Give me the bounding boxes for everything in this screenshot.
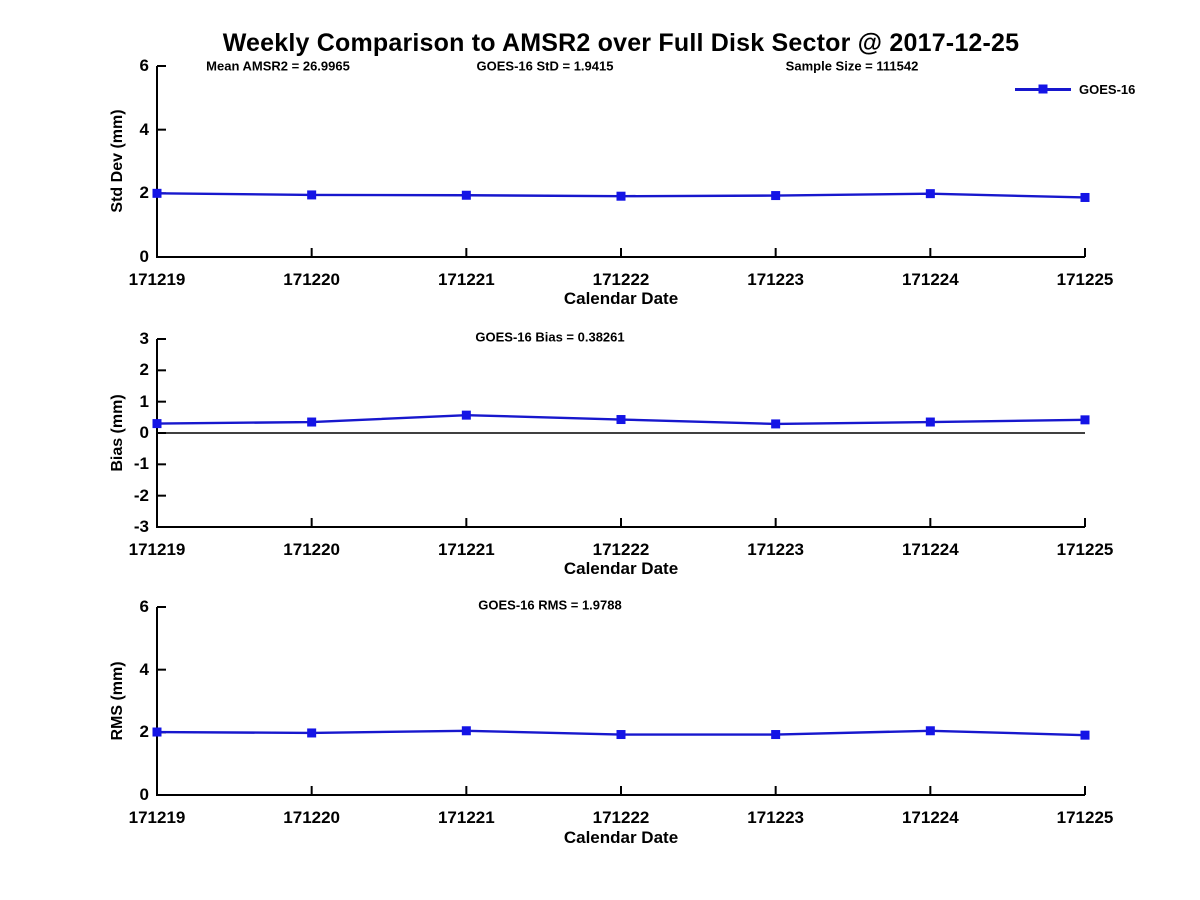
legend-line-sample [1015, 84, 1071, 94]
std-dev-y-tick-label: 0 [139, 247, 149, 266]
rms-axes-spines [156, 607, 1085, 796]
std-dev-data-point-marker [152, 188, 162, 198]
bias-data-point-marker [925, 417, 935, 427]
annotation-mean-amsr2: Mean AMSR2 = 26.9965 [206, 58, 350, 74]
bias-data-point-marker [152, 419, 162, 429]
bias-y-tick-label: -3 [133, 517, 149, 536]
rms-y-tick-label: 6 [139, 597, 149, 616]
bias-data-point-marker [307, 417, 317, 427]
bias-data-point-marker [616, 415, 626, 425]
bias-x-tick-label: 171222 [592, 540, 650, 559]
std-dev-data-point-marker [771, 191, 781, 201]
y-axis-label-rms: RMS (mm) [109, 661, 126, 741]
legend: GOES-16 [1015, 81, 1135, 97]
std-dev-data-point-marker [925, 189, 935, 199]
legend-label: GOES-16 [1079, 81, 1136, 97]
std-dev-x-tick-label: 171219 [128, 270, 186, 289]
x-axis-label-bias: Calendar Date [563, 559, 679, 578]
std-dev-data-point-marker [307, 190, 317, 200]
bias-x-tick-label: 171220 [283, 540, 341, 559]
std-dev-x-tick-label: 171224 [901, 270, 959, 289]
rms-data-point-marker [616, 730, 626, 740]
std-dev-data-point-marker [461, 190, 471, 200]
std-dev-y-tick-label: 4 [139, 119, 149, 139]
rms-x-tick-label: 171220 [283, 808, 341, 827]
annotation-goes16-bias: GOES-16 Bias = 0.38261 [475, 329, 625, 345]
rms-x-tick-label: 171221 [437, 808, 495, 827]
bias-y-tick-label: 2 [139, 360, 149, 380]
annotation-sample-size: Sample Size = 111542 [785, 58, 919, 74]
bias-data-point-marker [771, 419, 781, 429]
bias-x-tick-label: 171225 [1056, 540, 1114, 559]
std-dev-data-point-marker [616, 191, 626, 201]
std-dev-y-tick-label: 2 [139, 183, 149, 203]
rms-x-tick-label: 171223 [747, 808, 805, 827]
annotation-goes16-rms: GOES-16 RMS = 1.9788 [478, 597, 622, 613]
std-dev-x-tick-label: 171220 [283, 270, 341, 289]
bias-x-tick-label: 171219 [128, 540, 186, 559]
rms-data-point-marker [461, 726, 471, 736]
rms-y-tick-label: 2 [139, 722, 149, 742]
std-dev-x-tick-label: 171222 [592, 270, 650, 289]
figure-title: Weekly Comparison to AMSR2 over Full Dis… [222, 29, 1020, 57]
std-dev-data-point-marker [1080, 192, 1090, 202]
x-axis-label-rms: Calendar Date [563, 828, 679, 847]
rms-x-tick-label: 171219 [128, 808, 186, 827]
bias-x-tick-label: 171224 [901, 540, 959, 559]
rms-data-point-marker [771, 730, 781, 740]
rms-x-tick-label: 171224 [901, 808, 959, 827]
bias-data-point-marker [461, 410, 471, 420]
annotation-goes16-std: GOES-16 StD = 1.9415 [476, 58, 614, 74]
rms-y-tick-label: 4 [139, 659, 149, 679]
rms-x-tick-label: 171222 [592, 808, 650, 827]
bias-y-tick-label: -1 [133, 454, 149, 474]
legend-square-marker-icon [1038, 84, 1048, 94]
std-dev-x-tick-label: 171223 [747, 270, 805, 289]
rms-data-point-marker [307, 728, 317, 738]
rms-x-tick-label: 171225 [1056, 808, 1114, 827]
bias-x-tick-label: 171221 [437, 540, 495, 559]
rms-data-point-marker [1080, 730, 1090, 740]
bias-y-tick-label: 1 [139, 391, 149, 411]
rms-y-tick-label: 0 [139, 785, 149, 804]
y-axis-label-bias: Bias (mm) [109, 394, 126, 472]
rms-data-point-marker [925, 726, 935, 736]
bias-y-tick-label: 0 [139, 423, 149, 442]
y-axis-label-std-dev: Std Dev (mm) [109, 109, 126, 213]
bias-data-point-marker [1080, 415, 1090, 425]
std-dev-y-tick-label: 6 [139, 56, 149, 75]
std-dev-x-tick-label: 171225 [1056, 270, 1114, 289]
bias-y-tick-label: -2 [133, 485, 149, 505]
std-dev-x-tick-label: 171221 [437, 270, 495, 289]
std-dev-axes-spines [156, 66, 1085, 258]
x-axis-label-stddev: Calendar Date [563, 289, 679, 308]
bias-x-tick-label: 171223 [747, 540, 805, 559]
rms-data-point-marker [152, 727, 162, 737]
bias-y-tick-label: 3 [139, 329, 149, 348]
